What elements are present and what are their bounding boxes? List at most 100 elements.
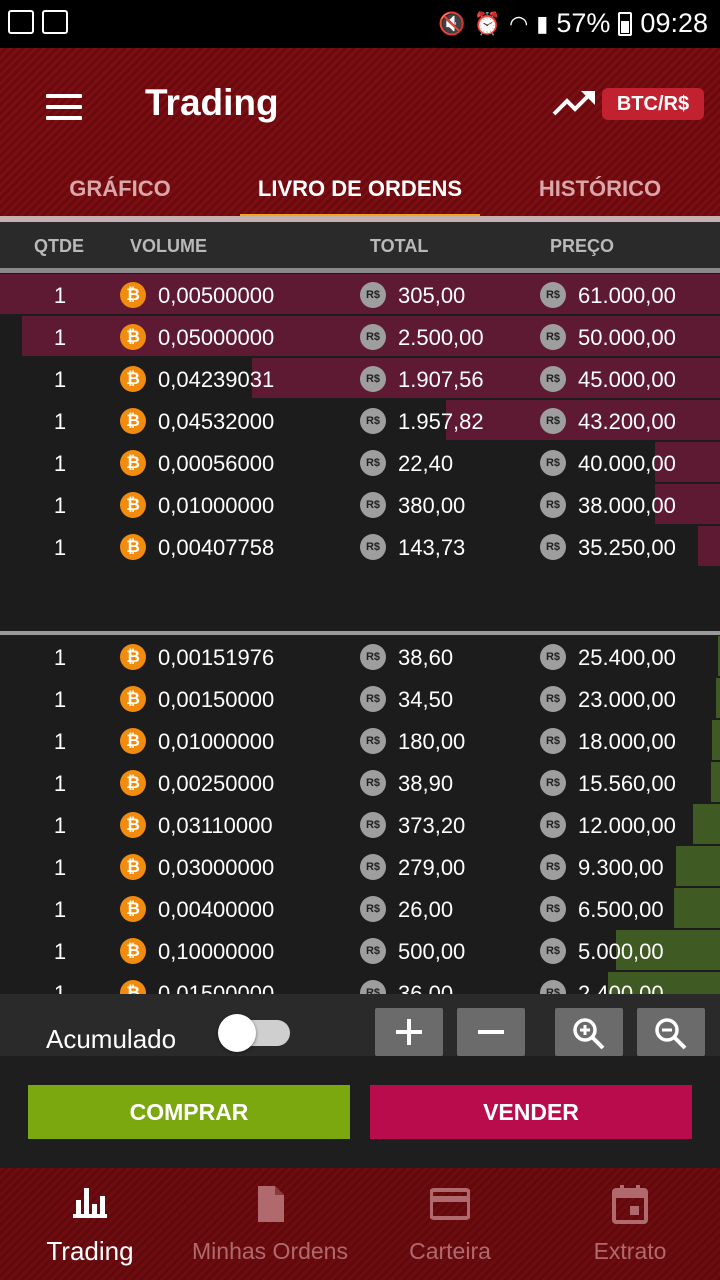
wifi-icon: ◠	[509, 10, 529, 36]
nav-label: Minhas Ordens	[192, 1238, 348, 1264]
zoom-in-button[interactable]	[555, 1008, 623, 1056]
depth-bar	[446, 400, 720, 440]
gallery-notification-icon	[8, 10, 34, 34]
order-volume: 0,00151976	[158, 645, 275, 670]
order-total: 143,73	[398, 535, 466, 560]
bitcoin-icon: ₿	[120, 728, 146, 754]
real-icon: R$	[540, 728, 566, 754]
bitcoin-icon: ₿	[120, 408, 146, 434]
order-volume: 0,00250000	[158, 771, 275, 796]
tab-historico[interactable]: HISTÓRICO	[538, 176, 662, 201]
column-price: PREÇO	[550, 236, 615, 256]
bitcoin-icon: ₿	[120, 324, 146, 350]
nav-minhas-ordens[interactable]: Minhas Ordens	[180, 1168, 360, 1280]
accumulated-toggle[interactable]	[218, 1014, 290, 1052]
remove-button[interactable]	[457, 1008, 525, 1056]
depth-bar	[607, 972, 720, 994]
minus-icon	[478, 1030, 504, 1034]
document-icon	[258, 1186, 284, 1222]
real-icon: R$	[360, 644, 386, 670]
buy-button[interactable]: COMPRAR	[28, 1085, 350, 1139]
order-qty: 1	[53, 687, 67, 712]
order-price: 6.500,00	[578, 897, 664, 922]
order-book-controls: Acumulado	[0, 994, 720, 1056]
order-qty: 1	[53, 325, 67, 350]
bitcoin-icon: ₿	[120, 492, 146, 518]
tab-grafico[interactable]: GRÁFICO	[69, 176, 171, 201]
order-volume: 0,04239031	[158, 367, 275, 392]
order-row[interactable]: 1 ₿ 0,04239031 R$ 1.907,56 R$ 45.000,00	[0, 358, 720, 400]
order-total: 38,90	[398, 771, 454, 796]
zoom-out-icon	[655, 1018, 687, 1050]
order-qty: 1	[53, 645, 67, 670]
real-icon: R$	[540, 324, 566, 350]
menu-icon[interactable]	[46, 94, 82, 120]
bitcoin-icon: ₿	[120, 812, 146, 838]
real-icon: R$	[540, 450, 566, 476]
order-volume: 0,00500000	[158, 283, 275, 308]
real-icon: R$	[360, 492, 386, 518]
order-row[interactable]: 1 ₿ 0,05000000 R$ 2.500,00 R$ 50.000,00	[0, 316, 720, 358]
order-volume: 0,03110000	[158, 813, 273, 838]
add-button[interactable]	[375, 1008, 443, 1056]
real-icon: R$	[540, 282, 566, 308]
bitcoin-icon: ₿	[120, 534, 146, 560]
zoom-out-button[interactable]	[637, 1008, 705, 1056]
bitcoin-icon: ₿	[120, 366, 146, 392]
order-qty: 1	[53, 367, 67, 392]
order-row[interactable]: 1 ₿ 0,01000000 R$ 180,00 R$ 18.000,00	[0, 720, 720, 762]
battery-icon	[618, 11, 633, 36]
order-price: 2.400,00	[578, 981, 664, 994]
order-row[interactable]: 1 ₿ 0,10000000 R$ 500,00 R$ 5.000,00	[0, 930, 720, 972]
order-row[interactable]: 1 ₿ 0,00150000 R$ 34,50 R$ 23.000,00	[0, 678, 720, 720]
tab-livro-de-ordens[interactable]: LIVRO DE ORDENS	[240, 166, 480, 220]
order-price: 38.000,00	[578, 493, 676, 518]
real-icon: R$	[540, 408, 566, 434]
clock: 09:28	[640, 8, 708, 38]
order-qty: 1	[53, 813, 67, 838]
order-volume: 0,00150000	[158, 687, 275, 712]
order-price: 43.200,00	[578, 409, 676, 434]
order-row[interactable]: 1 ₿ 0,00250000 R$ 38,90 R$ 15.560,00	[0, 762, 720, 804]
nav-carteira[interactable]: Carteira	[360, 1168, 540, 1280]
real-icon: R$	[360, 282, 386, 308]
real-icon: R$	[360, 854, 386, 880]
depth-bar	[616, 930, 720, 970]
order-row[interactable]: 1 ₿ 0,00500000 R$ 305,00 R$ 61.000,00	[0, 274, 720, 316]
order-volume: 0,03000000	[158, 855, 275, 880]
order-qty: 1	[53, 939, 67, 964]
order-price: 15.560,00	[578, 771, 676, 796]
order-total: 26,00	[398, 897, 454, 922]
zoom-in-icon	[573, 1018, 605, 1050]
order-volume: 0,01000000	[158, 493, 275, 518]
order-total: 34,50	[398, 687, 454, 712]
order-price: 5.000,00	[578, 939, 664, 964]
order-row[interactable]: 1 ₿ 0,01000000 R$ 380,00 R$ 38.000,00	[0, 484, 720, 526]
order-row[interactable]: 1 ₿ 0,04532000 R$ 1.957,82 R$ 43.200,00	[0, 400, 720, 442]
order-total: 2.500,00	[398, 325, 484, 350]
column-volume: VOLUME	[130, 236, 208, 256]
order-row[interactable]: 1 ₿ 0,00151976 R$ 38,60 R$ 25.400,00	[0, 636, 720, 678]
activity-notification-icon	[42, 10, 68, 34]
pair-selector[interactable]: BTC/R$	[602, 88, 704, 120]
order-qty: 1	[53, 897, 67, 922]
depth-bar	[655, 442, 720, 482]
order-row[interactable]: 1 ₿ 0,01500000 R$ 36,00 R$ 2.400,00	[0, 972, 720, 994]
order-row[interactable]: 1 ₿ 0,03110000 R$ 373,20 R$ 12.000,00	[0, 804, 720, 846]
bar-chart-icon	[73, 1188, 107, 1218]
sell-button[interactable]: VENDER	[370, 1085, 692, 1139]
order-row[interactable]: 1 ₿ 0,00407758 R$ 143,73 R$ 35.250,00	[0, 526, 720, 568]
order-volume: 0,05000000	[158, 325, 275, 350]
nav-extrato[interactable]: Extrato	[540, 1168, 720, 1280]
order-row[interactable]: 1 ₿ 0,00400000 R$ 26,00 R$ 6.500,00	[0, 888, 720, 930]
order-row[interactable]: 1 ₿ 0,03000000 R$ 279,00 R$ 9.300,00	[0, 846, 720, 888]
order-price: 9.300,00	[578, 855, 664, 880]
column-total: TOTAL	[370, 236, 429, 256]
real-icon: R$	[540, 770, 566, 796]
nav-trading[interactable]: Trading	[0, 1168, 180, 1280]
order-row[interactable]: 1 ₿ 0,00056000 R$ 22,40 R$ 40.000,00	[0, 442, 720, 484]
order-volume: 0,00407758	[158, 535, 275, 560]
order-total: 1.907,56	[398, 367, 484, 392]
mute-icon: 🔇	[438, 10, 466, 36]
trending-up-icon[interactable]	[551, 88, 597, 118]
